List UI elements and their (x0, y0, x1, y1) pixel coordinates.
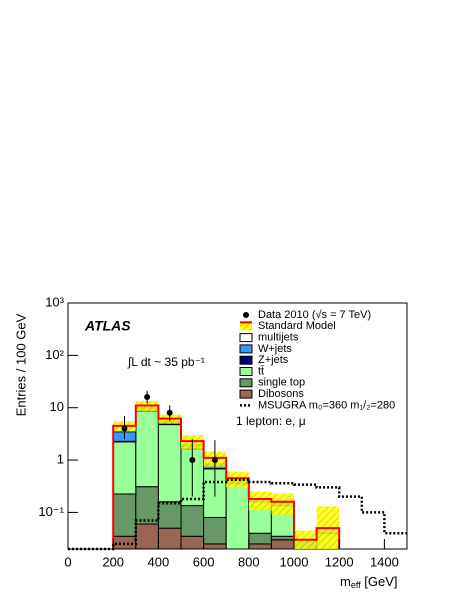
sm-line (112, 404, 341, 549)
legend-swatch (239, 378, 253, 388)
stack-segment (135, 410, 159, 488)
stack-segment (135, 523, 159, 550)
data-point (121, 425, 128, 432)
stack-segment (270, 539, 295, 550)
stack-segment (157, 527, 182, 550)
channel-label: 1 lepton: e, μ (236, 414, 306, 428)
data-point (189, 457, 196, 464)
legend-label: Z+jets (258, 354, 289, 366)
legend-label: single top (258, 377, 305, 389)
legend-data-marker (243, 312, 249, 318)
data-point (144, 394, 151, 401)
stack-segment (270, 535, 295, 541)
legend-swatch (239, 344, 253, 354)
sm-uncertainty-band (248, 491, 272, 511)
stack-segment (248, 532, 272, 545)
y-tick-label: 10⁻¹ (38, 504, 64, 519)
x-axis-label: meff [GeV] (340, 574, 398, 590)
stack-segment (157, 424, 182, 503)
signal-line (68, 478, 407, 551)
y-tick-label: 10² (45, 347, 64, 362)
stack-segment (112, 441, 137, 495)
x-tick-label: 400 (148, 554, 170, 569)
x-tick-label: 800 (238, 554, 260, 569)
stack-segment (180, 505, 205, 537)
legend-swatch (239, 333, 253, 343)
stack-segment (135, 486, 159, 525)
stack-segment (112, 493, 137, 537)
stack-segment (203, 543, 227, 550)
legend-label: multijets (258, 332, 299, 344)
legend-label: W+jets (258, 343, 292, 355)
x-tick-label: 1400 (370, 554, 399, 569)
x-tick-label: 0 (64, 554, 71, 569)
x-tick-label: 1000 (280, 554, 309, 569)
stack-segment (157, 501, 182, 529)
x-tick-label: 1200 (325, 554, 354, 569)
legend-sm-band (240, 322, 252, 331)
stack-segment (180, 535, 205, 550)
y-tick-label: 10³ (45, 294, 64, 309)
stack-segment (225, 483, 250, 550)
legend-label: tt̄ (258, 365, 264, 377)
atlas-label: ATLAS (84, 318, 131, 334)
legend-swatch (239, 355, 253, 365)
y-tick-label: 1 (57, 451, 64, 466)
legend-swatch (239, 367, 253, 376)
sm-uncertainty-band (226, 471, 249, 488)
y-tick-label: 10 (50, 399, 64, 414)
data-point (166, 409, 173, 416)
legend-label: Standard Model (258, 320, 336, 332)
stack-segment (203, 516, 227, 545)
stack-segment (248, 543, 272, 550)
legend-label: Data 2010 (√s = 7 TeV) (258, 309, 371, 321)
luminosity-label: ∫L dt ~ 35 pb⁻¹ (127, 355, 205, 369)
legend-label: MSUGRA m₀=360 m₁/₂=280 (258, 399, 395, 411)
legend-swatch (239, 389, 253, 399)
legend-label: Dibosons (258, 388, 304, 400)
x-tick-label: 600 (193, 554, 215, 569)
x-tick-label: 200 (102, 554, 124, 569)
sm-uncertainty-band (271, 493, 294, 515)
data-point (211, 457, 218, 464)
y-axis-label: Entries / 100 GeV (13, 313, 28, 416)
stack-segment (112, 535, 137, 550)
